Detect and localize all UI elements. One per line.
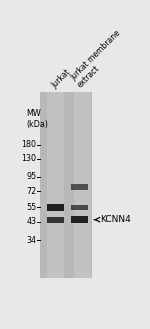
Bar: [71, 216, 88, 223]
Bar: [47, 216, 64, 223]
Bar: [40, 92, 92, 278]
Text: 130: 130: [22, 154, 37, 163]
Text: 180: 180: [22, 140, 37, 149]
Bar: [47, 92, 64, 278]
Text: 55: 55: [26, 203, 37, 212]
Text: 72: 72: [26, 187, 37, 196]
Text: Jurkat: Jurkat: [50, 67, 72, 89]
Bar: [71, 184, 88, 190]
Text: KCNN4: KCNN4: [94, 215, 131, 224]
Text: 34: 34: [27, 236, 37, 245]
Bar: [47, 204, 64, 211]
Bar: [74, 92, 91, 278]
Bar: [71, 205, 88, 210]
Text: Jurkat membrane
extract: Jurkat membrane extract: [69, 29, 129, 89]
Text: 43: 43: [27, 217, 37, 226]
Text: MW
(kDa): MW (kDa): [27, 109, 48, 129]
Text: 95: 95: [26, 172, 37, 181]
